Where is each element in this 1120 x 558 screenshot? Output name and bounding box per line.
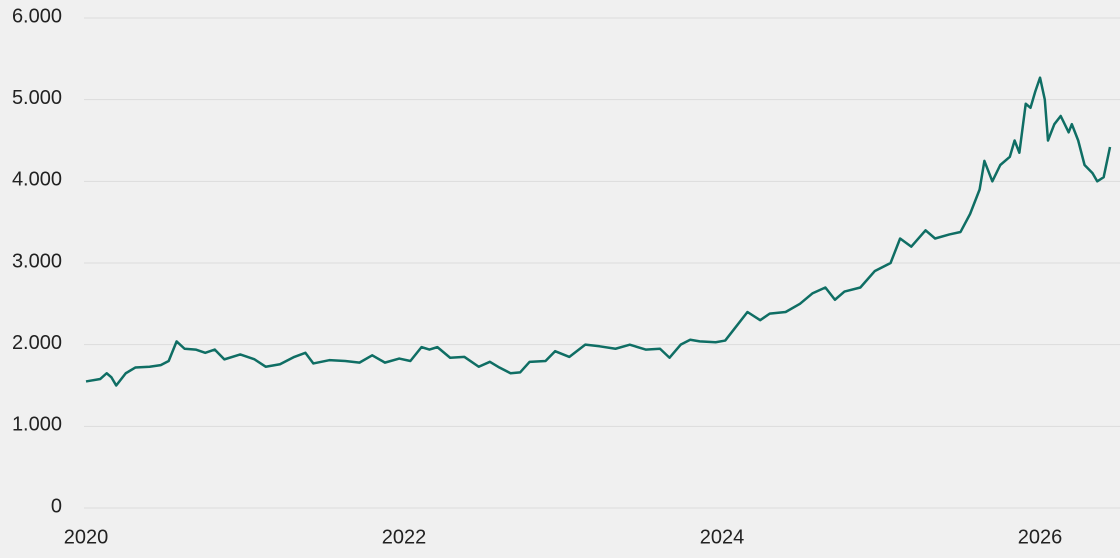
x-tick-label: 2026 [1018,526,1063,548]
y-tick-label: 2.000 [12,332,62,354]
y-tick-label: 1.000 [12,414,62,436]
y-tick-label: 0 [51,495,62,517]
y-tick-label: 3.000 [12,250,62,272]
y-tick-label: 4.000 [12,169,62,191]
y-tick-label: 6.000 [12,5,62,27]
price-line [85,76,1112,387]
x-tick-label: 2024 [700,526,745,548]
x-tick-label: 2020 [64,526,109,548]
y-tick-label: 5.000 [12,87,62,109]
x-tick-label: 2022 [382,526,427,548]
